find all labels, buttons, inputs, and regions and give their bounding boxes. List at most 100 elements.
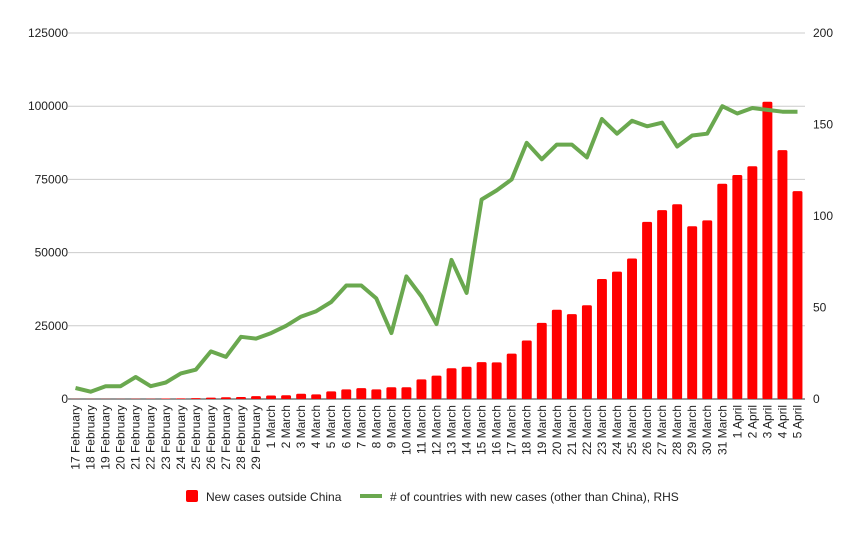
bar	[251, 396, 261, 399]
right-tick-label: 0	[813, 392, 820, 406]
x-tick-label: 1 March	[264, 405, 278, 448]
bar	[296, 394, 306, 399]
x-tick-label: 19 March	[535, 405, 549, 455]
x-tick-label: 24 February	[174, 405, 188, 470]
x-tick-label: 23 February	[159, 405, 173, 470]
right-tick-label: 150	[813, 118, 833, 132]
bar	[567, 314, 577, 399]
bar	[717, 184, 727, 399]
x-tick-label: 12 March	[430, 405, 444, 455]
legend-label-bar: New cases outside China	[206, 490, 342, 504]
x-tick-label: 17 February	[69, 405, 83, 470]
bar	[492, 362, 502, 399]
x-tick-label: 21 March	[565, 405, 579, 455]
x-tick-label: 16 March	[490, 405, 504, 455]
x-tick-label: 5 March	[324, 405, 338, 448]
bar	[732, 175, 742, 399]
x-tick-label: 6 March	[339, 405, 353, 448]
x-tick-label: 22 March	[580, 405, 594, 455]
x-tick-label: 11 March	[414, 405, 428, 454]
bar	[386, 387, 396, 399]
bar	[356, 388, 366, 399]
x-tick-label: 25 March	[625, 405, 639, 455]
x-tick-label: 2 April	[745, 405, 759, 438]
x-tick-label: 10 March	[399, 405, 413, 455]
x-tick-label: 24 March	[610, 405, 624, 455]
x-tick-label: 29 March	[685, 405, 699, 455]
left-tick-label: 25000	[35, 319, 69, 333]
x-tick-label: 20 March	[550, 405, 564, 455]
bar	[552, 310, 562, 399]
x-tick-label: 26 February	[204, 405, 218, 470]
bar	[281, 395, 291, 399]
bar	[747, 166, 757, 399]
bar	[627, 258, 637, 399]
bar	[477, 362, 487, 399]
x-tick-label: 19 February	[99, 405, 113, 470]
bar	[206, 398, 216, 399]
bar	[522, 340, 532, 399]
bar	[221, 397, 231, 399]
left-tick-label: 0	[61, 392, 68, 406]
x-tick-label: 20 February	[114, 405, 128, 470]
bar	[191, 398, 201, 399]
bar	[597, 279, 607, 399]
bar	[447, 368, 457, 399]
x-tick-label: 30 March	[700, 405, 714, 455]
x-tick-label: 4 March	[309, 405, 323, 448]
legend: New cases outside China # of countries w…	[186, 490, 679, 504]
bar	[401, 387, 411, 399]
x-tick-label: 8 March	[369, 405, 383, 448]
x-tick-label: 18 February	[84, 405, 98, 470]
right-tick-label: 50	[813, 301, 827, 315]
bar	[341, 389, 351, 399]
bar-series	[71, 102, 803, 399]
bar	[657, 210, 667, 399]
x-tick-label: 1 April	[730, 405, 744, 438]
x-tick-label: 29 February	[249, 405, 263, 470]
x-tick-label: 3 April	[760, 405, 774, 438]
left-tick-label: 125000	[28, 26, 68, 40]
x-tick-label: 4 April	[775, 405, 789, 438]
bar	[176, 398, 186, 399]
x-tick-label: 27 March	[655, 405, 669, 455]
bar	[793, 191, 803, 399]
legend-swatch-bar	[186, 490, 198, 502]
x-tick-label: 2 March	[279, 405, 293, 448]
bar	[702, 220, 712, 399]
bar	[432, 376, 442, 399]
x-tick-label: 13 March	[445, 405, 459, 455]
x-tick-label: 17 March	[505, 405, 519, 455]
x-tick-label: 18 March	[520, 405, 534, 455]
bar	[642, 222, 652, 399]
bar	[687, 226, 697, 399]
bar	[311, 394, 321, 399]
x-tick-label: 26 March	[640, 405, 654, 455]
bar	[507, 354, 517, 399]
bar	[582, 305, 592, 399]
right-tick-label: 100	[813, 209, 833, 223]
bar	[371, 389, 381, 399]
bar	[777, 150, 787, 399]
x-tick-label: 28 February	[234, 405, 248, 470]
bar	[612, 272, 622, 399]
left-tick-label: 50000	[35, 246, 69, 260]
x-tick-label: 7 March	[354, 405, 368, 448]
x-tick-label: 3 March	[294, 405, 308, 448]
bar	[762, 102, 772, 399]
bar	[236, 397, 246, 399]
x-tick-label: 9 March	[384, 405, 398, 448]
bar	[266, 395, 276, 399]
x-tick-label: 14 March	[460, 405, 474, 455]
x-tick-label: 15 March	[475, 405, 489, 455]
bar	[462, 367, 472, 399]
x-tick-label: 31 March	[715, 405, 729, 455]
x-tick-label: 21 February	[129, 405, 143, 470]
x-tick-label: 27 February	[219, 405, 233, 470]
x-tick-label: 28 March	[670, 405, 684, 455]
left-tick-label: 100000	[28, 99, 68, 113]
